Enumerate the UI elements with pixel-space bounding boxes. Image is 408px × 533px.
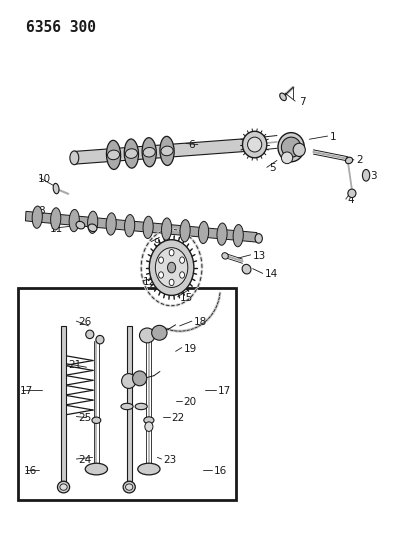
Ellipse shape (140, 328, 155, 343)
Text: 4: 4 (348, 195, 355, 205)
Ellipse shape (198, 221, 208, 244)
Ellipse shape (180, 272, 184, 278)
Ellipse shape (149, 240, 194, 295)
Ellipse shape (88, 211, 98, 233)
Ellipse shape (144, 417, 154, 424)
Ellipse shape (222, 253, 228, 259)
Ellipse shape (126, 484, 133, 490)
Ellipse shape (169, 249, 174, 256)
Ellipse shape (242, 131, 267, 158)
Ellipse shape (122, 374, 136, 389)
Ellipse shape (282, 137, 301, 157)
Text: 1: 1 (330, 132, 336, 142)
Bar (18, 288, 236, 500)
Text: 15: 15 (180, 293, 193, 303)
Ellipse shape (362, 169, 370, 181)
Ellipse shape (278, 133, 304, 162)
Ellipse shape (88, 224, 97, 231)
Text: 25: 25 (78, 413, 92, 423)
Text: 20: 20 (184, 397, 197, 407)
Ellipse shape (51, 208, 61, 230)
Ellipse shape (69, 209, 79, 232)
Ellipse shape (152, 325, 167, 340)
Ellipse shape (217, 223, 227, 245)
Ellipse shape (248, 137, 262, 152)
Ellipse shape (135, 403, 147, 410)
Text: 24: 24 (78, 455, 92, 465)
Ellipse shape (242, 264, 251, 274)
Text: 7: 7 (299, 97, 306, 107)
Text: 16: 16 (24, 466, 37, 475)
Ellipse shape (293, 143, 305, 157)
Ellipse shape (85, 463, 108, 475)
Ellipse shape (282, 152, 293, 164)
Text: 17: 17 (20, 386, 33, 396)
Ellipse shape (160, 136, 174, 165)
Text: 9: 9 (153, 238, 160, 248)
Ellipse shape (106, 213, 116, 235)
Ellipse shape (161, 146, 173, 156)
Ellipse shape (124, 215, 135, 237)
Text: 6: 6 (188, 140, 195, 150)
Ellipse shape (106, 140, 121, 169)
Ellipse shape (155, 248, 188, 287)
Ellipse shape (143, 148, 155, 157)
Text: 11: 11 (50, 224, 63, 235)
Text: 6356 300: 6356 300 (26, 20, 96, 35)
Ellipse shape (70, 151, 79, 165)
Ellipse shape (60, 484, 67, 490)
Ellipse shape (180, 257, 184, 263)
Text: 16: 16 (214, 466, 227, 475)
Ellipse shape (143, 216, 153, 238)
Ellipse shape (133, 371, 147, 386)
Polygon shape (25, 212, 257, 242)
Ellipse shape (32, 206, 42, 228)
Text: 19: 19 (184, 344, 197, 354)
Ellipse shape (168, 262, 175, 273)
Ellipse shape (280, 93, 286, 101)
Ellipse shape (348, 189, 356, 198)
Ellipse shape (159, 257, 164, 263)
Text: 13: 13 (253, 251, 266, 261)
Text: 23: 23 (164, 455, 177, 465)
Ellipse shape (162, 218, 172, 240)
Ellipse shape (107, 150, 120, 160)
Bar (61, 326, 66, 481)
Ellipse shape (58, 481, 70, 493)
Ellipse shape (96, 335, 104, 344)
Text: 17: 17 (218, 386, 231, 396)
Ellipse shape (346, 157, 353, 164)
Ellipse shape (169, 279, 174, 286)
Text: 14: 14 (265, 270, 278, 279)
Ellipse shape (92, 417, 101, 423)
Ellipse shape (86, 330, 94, 338)
Text: 12: 12 (143, 277, 156, 287)
Polygon shape (74, 138, 253, 164)
Text: 21: 21 (68, 360, 82, 369)
Ellipse shape (53, 183, 59, 194)
Ellipse shape (255, 233, 262, 243)
Ellipse shape (138, 463, 160, 475)
Text: 10: 10 (38, 174, 51, 184)
Text: 5: 5 (269, 164, 275, 173)
Ellipse shape (124, 139, 138, 168)
Text: 18: 18 (194, 317, 207, 327)
Text: 3: 3 (370, 172, 377, 181)
Ellipse shape (142, 138, 156, 167)
Ellipse shape (121, 403, 133, 410)
Ellipse shape (125, 149, 137, 158)
Bar (126, 326, 132, 481)
Ellipse shape (76, 221, 85, 229)
Text: 8: 8 (38, 206, 44, 216)
Text: 26: 26 (78, 317, 92, 327)
Ellipse shape (145, 422, 153, 431)
Ellipse shape (233, 224, 243, 247)
Ellipse shape (180, 220, 190, 242)
Text: 22: 22 (172, 413, 185, 423)
Text: 2: 2 (356, 156, 363, 165)
Ellipse shape (123, 481, 135, 493)
Ellipse shape (159, 272, 164, 278)
